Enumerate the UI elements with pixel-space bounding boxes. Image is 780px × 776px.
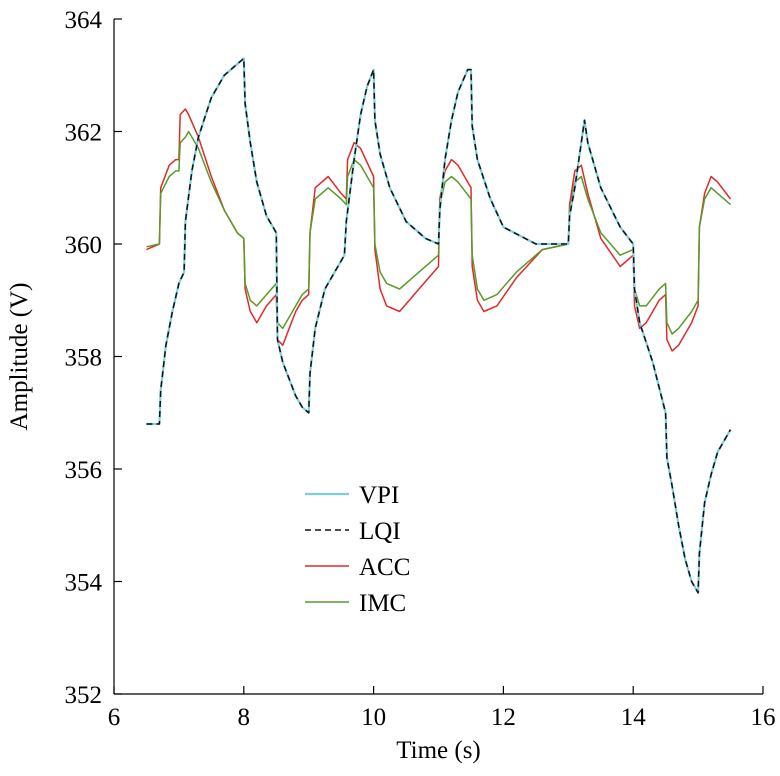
axes	[113, 19, 763, 695]
x-tick-label: 8	[238, 704, 251, 731]
ticks: 6 8 10 12 14 16 352 354 356 358 360 362 364	[65, 7, 776, 731]
x-tick-label: 6	[108, 704, 121, 731]
x-tick-label: 10	[361, 704, 386, 731]
x-tick-label: 14	[621, 704, 647, 731]
legend-label-vpi: VPI	[359, 482, 399, 509]
y-axis-title: Amplitude (V)	[6, 283, 33, 431]
x-tick-label: 16	[751, 704, 776, 731]
y-tick-label: 362	[65, 120, 103, 147]
series-line-lqi	[146, 57, 732, 594]
x-axis-title: Time (s)	[396, 737, 481, 764]
series-layer	[146, 57, 732, 594]
legend-label-imc: IMC	[359, 590, 406, 617]
y-tick-label: 356	[65, 457, 103, 484]
y-tick-label: 360	[65, 232, 103, 259]
legend-label-lqi: LQI	[359, 518, 401, 545]
y-tick-label: 352	[65, 682, 103, 709]
legend: VPI LQI ACC IMC	[305, 482, 410, 617]
y-tick-label: 364	[65, 7, 103, 34]
y-tick-label: 358	[65, 345, 103, 372]
legend-label-acc: ACC	[359, 554, 410, 581]
y-tick-label: 354	[65, 570, 103, 597]
x-tick-label: 12	[491, 704, 516, 731]
series-line-imc	[146, 130, 731, 335]
